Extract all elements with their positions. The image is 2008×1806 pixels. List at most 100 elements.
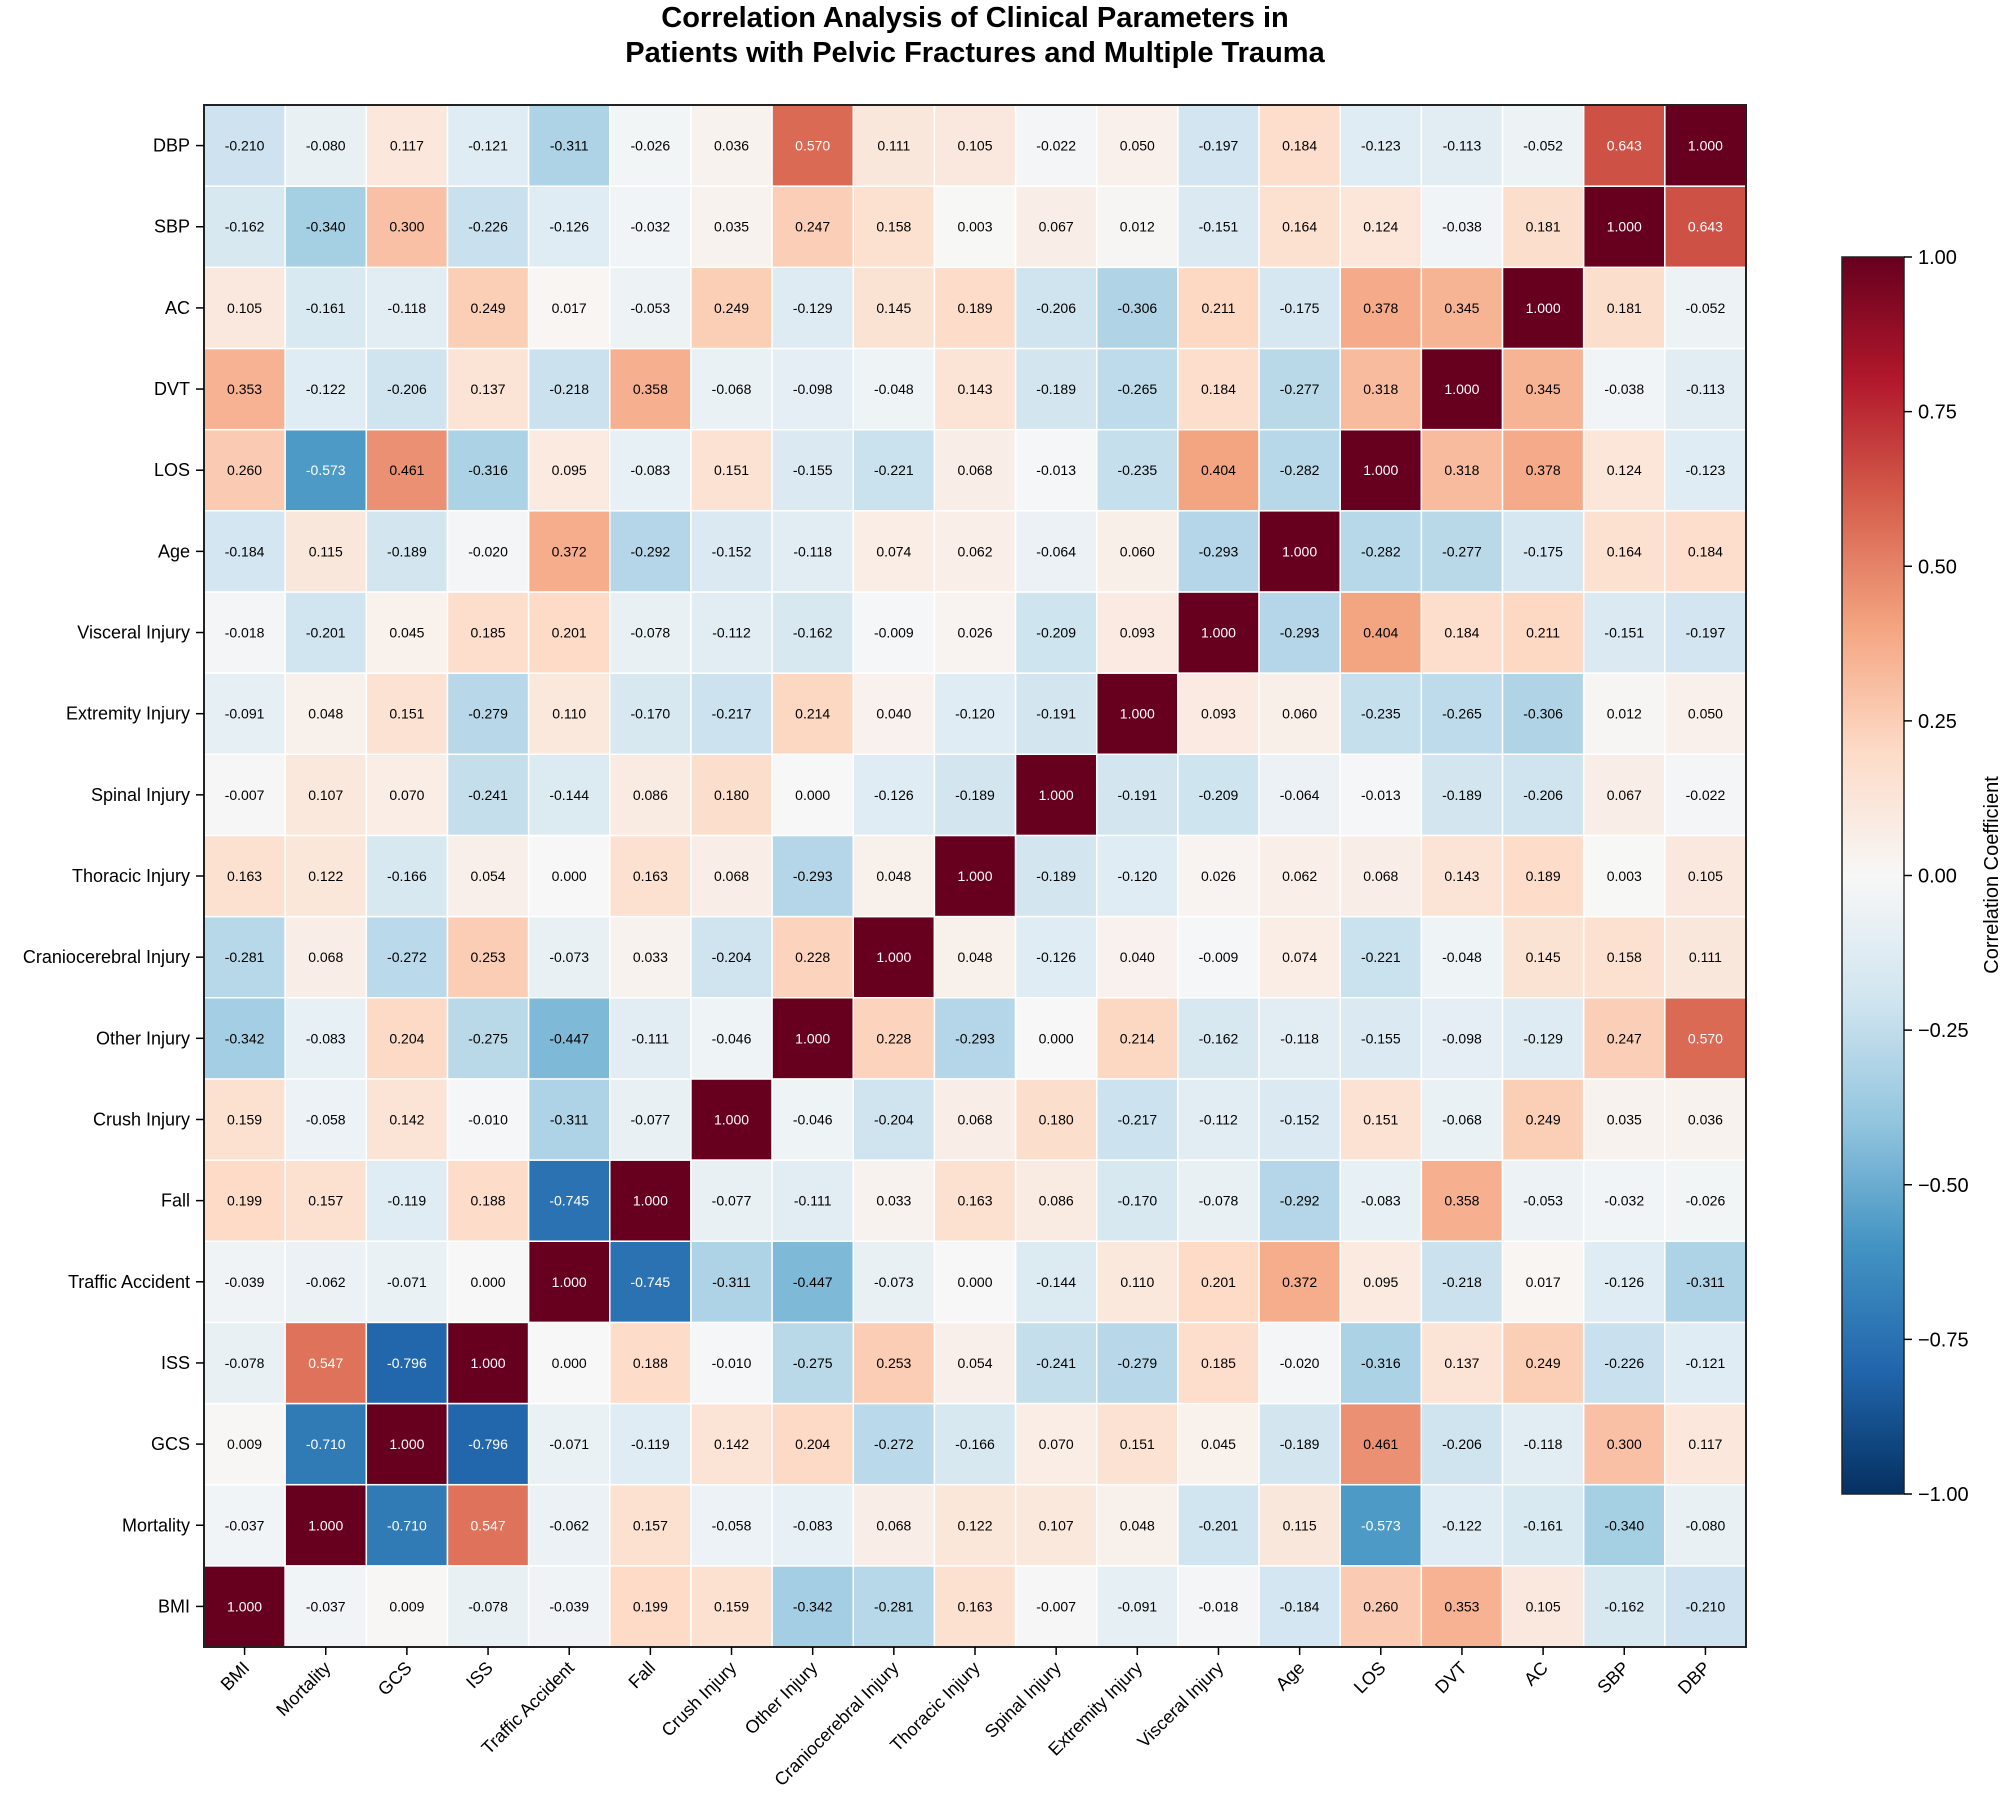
cell-value-label: 0.086: [1039, 1193, 1074, 1209]
heatmap-cell: [1582, 1240, 1666, 1324]
heatmap-cell: [1095, 996, 1179, 1080]
cell-value-label: 0.074: [1282, 949, 1317, 965]
cell-value-label: -0.277: [1442, 543, 1482, 559]
cell-value-label: 0.199: [227, 1193, 262, 1209]
colorbar-tick-label: 0.50: [1918, 556, 1957, 578]
cell-value-label: -0.175: [1523, 543, 1563, 559]
heatmap-cell: [933, 1565, 1017, 1648]
cell-value-label: -0.080: [1686, 1517, 1726, 1533]
cell-value-label: -0.098: [1442, 1030, 1482, 1046]
cell-value-label: 0.115: [309, 543, 343, 559]
colorbar: 1.00 0.75 0.50 0.25 0.00 −0.25 −0.50 −0.75 −1.00…: [1841, 247, 2003, 1506]
cell-value-label: 1.000: [1201, 625, 1236, 641]
cell-value-label: 0.111: [877, 138, 910, 154]
cell-value-label: 0.228: [876, 1030, 911, 1046]
heatmap-cell: [1258, 266, 1341, 350]
cell-value-label: -0.032: [1604, 1193, 1644, 1209]
cell-value-label: 0.124: [1363, 219, 1398, 235]
heatmap-cell: [771, 591, 855, 674]
cell-value-label: -0.126: [1604, 1274, 1644, 1290]
x-tick-label: Crush Injury: [658, 1658, 741, 1741]
cell-value-label: -0.077: [712, 1193, 752, 1209]
cell-value-label: -0.026: [1686, 1193, 1726, 1209]
cell-value-label: -0.162: [225, 219, 265, 235]
cell-value-label: 0.040: [1120, 949, 1155, 965]
cell-value-label: 0.211: [1201, 300, 1235, 316]
cell-value-label: -0.235: [1361, 706, 1401, 722]
cell-value-label: -0.189: [1442, 787, 1482, 803]
cell-value-label: 0.000: [552, 868, 587, 884]
cell-value-label: -0.292: [631, 543, 671, 559]
heatmap-cell: [852, 1159, 936, 1242]
heatmap-cell: [1501, 185, 1585, 269]
heatmap-cell: [1664, 591, 1747, 674]
cell-value-label: -0.083: [793, 1517, 833, 1533]
heatmap-cell: [1501, 1321, 1585, 1405]
cell-value-label: 0.157: [633, 1517, 668, 1533]
cell-value-label: -0.218: [549, 381, 589, 397]
x-tick-label: Other Injury: [741, 1658, 822, 1739]
cell-value-label: -0.155: [1361, 1030, 1401, 1046]
cell-value-label: -0.342: [793, 1598, 833, 1614]
cell-value-label: -0.210: [225, 138, 265, 154]
cell-value-label: 0.003: [957, 219, 992, 235]
heatmap-cell: [933, 510, 1017, 593]
cell-value-label: -0.118: [793, 543, 832, 559]
heatmap-cell: [365, 510, 449, 593]
heatmap-cell: [1095, 1565, 1179, 1648]
heatmap-cell: [933, 1240, 1017, 1324]
heatmap-cell: [446, 1078, 530, 1161]
heatmap-cell: [852, 1402, 936, 1486]
cell-value-label: -0.184: [225, 543, 265, 559]
cell-value-label: 0.163: [633, 868, 668, 884]
cell-value-label: 0.048: [957, 949, 992, 965]
cell-value-label: -0.039: [225, 1274, 265, 1290]
heatmap-cell: [446, 1159, 530, 1242]
cell-value-label: 0.060: [1282, 706, 1317, 722]
heatmap-cell: [1258, 672, 1341, 756]
heatmap-cell: [1664, 672, 1747, 756]
x-tick-label: SBP: [1593, 1658, 1633, 1698]
x-tick-label: GCS: [374, 1658, 416, 1700]
heatmap-cell: [609, 591, 692, 674]
cell-value-label: -0.091: [225, 706, 265, 722]
cell-value-label: 1.000: [795, 1030, 830, 1046]
heatmap-cell: [1258, 1078, 1341, 1161]
cell-value-label: 0.000: [957, 1274, 992, 1290]
cell-value-label: 0.204: [389, 1030, 424, 1046]
cell-value-label: 0.164: [1282, 219, 1317, 235]
x-tick-label: Fall: [625, 1658, 660, 1693]
cell-value-label: 0.253: [876, 1355, 911, 1371]
cell-value-label: -0.112: [1199, 1111, 1238, 1127]
cell-value-label: -0.022: [1686, 787, 1726, 803]
cell-value-label: -0.311: [1686, 1274, 1725, 1290]
cell-value-label: -0.311: [550, 1111, 589, 1127]
cell-value-label: -0.221: [874, 462, 914, 478]
cell-value-label: -0.053: [631, 300, 671, 316]
heatmap-cell: [1420, 1402, 1504, 1486]
cell-value-label: 0.214: [795, 706, 830, 722]
cell-value-label: -0.162: [1604, 1598, 1644, 1614]
cell-value-label: -0.113: [1443, 138, 1482, 154]
y-tick-label: Spinal Injury: [91, 785, 190, 805]
heatmap-cell: [852, 1240, 936, 1324]
cell-value-label: -0.710: [387, 1517, 427, 1533]
cell-value-label: 0.003: [1607, 868, 1642, 884]
cell-value-label: -0.170: [1117, 1193, 1157, 1209]
heatmap-cell: [771, 1240, 855, 1324]
heatmap-cell: [609, 104, 692, 187]
heatmap-cell: [1095, 591, 1179, 674]
heatmap-cell: [203, 753, 286, 837]
cell-value-label: 0.105: [957, 138, 992, 154]
heatmap-cell: [1095, 834, 1179, 918]
heatmap-cell: [1339, 996, 1423, 1080]
heatmap-cell: [446, 834, 530, 918]
cell-value-label: -0.155: [793, 462, 833, 478]
heatmap-cell: [446, 1321, 530, 1405]
heatmap-cell: [933, 1159, 1017, 1242]
cell-value-label: 1.000: [227, 1598, 262, 1614]
cell-value-label: 0.181: [1526, 219, 1561, 235]
heatmap-cell: [1095, 104, 1179, 187]
heatmap-cell: [1339, 428, 1423, 512]
colorbar-tick-label: −0.25: [1918, 1020, 1969, 1042]
